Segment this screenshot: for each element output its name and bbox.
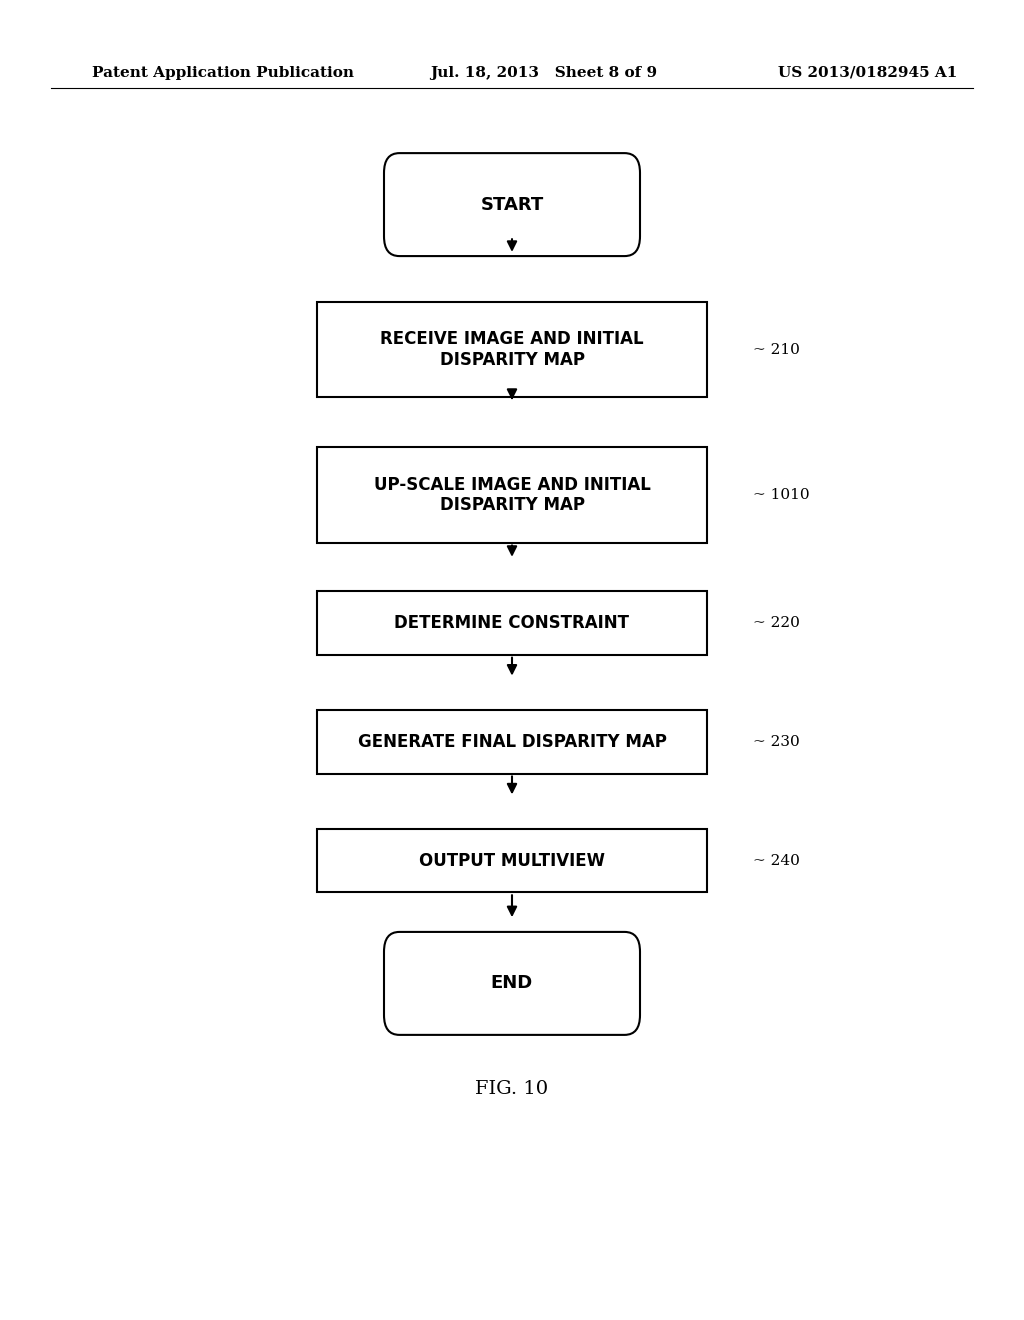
- Text: START: START: [480, 195, 544, 214]
- Text: DETERMINE CONSTRAINT: DETERMINE CONSTRAINT: [394, 614, 630, 632]
- FancyBboxPatch shape: [317, 829, 707, 892]
- Text: OUTPUT MULTIVIEW: OUTPUT MULTIVIEW: [419, 851, 605, 870]
- Text: GENERATE FINAL DISPARITY MAP: GENERATE FINAL DISPARITY MAP: [357, 733, 667, 751]
- Text: RECEIVE IMAGE AND INITIAL
DISPARITY MAP: RECEIVE IMAGE AND INITIAL DISPARITY MAP: [380, 330, 644, 370]
- Text: END: END: [490, 974, 534, 993]
- Text: UP-SCALE IMAGE AND INITIAL
DISPARITY MAP: UP-SCALE IMAGE AND INITIAL DISPARITY MAP: [374, 475, 650, 515]
- Text: ~ 1010: ~ 1010: [753, 488, 809, 502]
- FancyBboxPatch shape: [317, 447, 707, 543]
- FancyBboxPatch shape: [317, 302, 707, 397]
- Text: Patent Application Publication: Patent Application Publication: [92, 66, 354, 79]
- Text: ~ 220: ~ 220: [753, 616, 800, 630]
- Text: ~ 210: ~ 210: [753, 343, 800, 356]
- Text: ~ 240: ~ 240: [753, 854, 800, 867]
- FancyBboxPatch shape: [317, 591, 707, 655]
- Text: Jul. 18, 2013   Sheet 8 of 9: Jul. 18, 2013 Sheet 8 of 9: [430, 66, 657, 79]
- Text: ~ 230: ~ 230: [753, 735, 800, 748]
- Text: US 2013/0182945 A1: US 2013/0182945 A1: [778, 66, 957, 79]
- FancyBboxPatch shape: [384, 153, 640, 256]
- FancyBboxPatch shape: [317, 710, 707, 774]
- FancyBboxPatch shape: [384, 932, 640, 1035]
- Text: FIG. 10: FIG. 10: [475, 1080, 549, 1098]
